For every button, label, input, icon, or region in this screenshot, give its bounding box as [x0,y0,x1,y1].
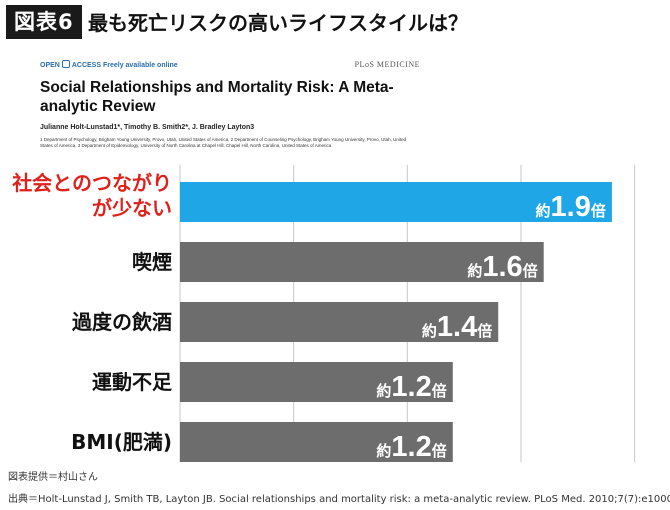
bar [180,362,453,402]
image-credit: 図表提供＝村山さん [8,472,98,483]
source-citation: 出典＝Holt-Lunstad J, Smith TB, Layton JB. … [8,494,670,505]
value-label: 約1.2倍 [376,371,446,403]
category-label: BMI(肥満) [71,430,172,454]
journal-name: PLoS MEDICINE [354,60,420,69]
value-label: 約1.6倍 [467,251,537,283]
category-label-line: が少ない [92,196,172,220]
paper-authors: Julianne Holt-Lunstad1*, Timothy B. Smit… [40,124,255,131]
open-access-text: ACCESS Freely available online [71,62,178,69]
open-access-lock-icon [61,60,70,68]
figure-title: 最も死亡リスクの高いライフスタイルは？ [88,11,468,35]
value-label: 約1.9倍 [536,191,606,223]
bar [180,242,544,282]
bar [180,182,612,222]
category-label: 喫煙 [132,250,172,274]
category-label: 運動不足 [92,370,173,394]
paper-title: Social Relationships and Mortality Risk:… [40,79,394,115]
open-access-prefix: OPEN [40,62,60,69]
category-label: 社会とのつながりが少ない [11,171,172,220]
bar [180,422,453,462]
value-label: 約1.4倍 [422,311,492,343]
paper-affiliations: 1 Department of Psychology, Brigham Youn… [40,137,407,148]
open-access-line: OPEN ACCESS Freely available online [40,60,178,69]
category-label-line: 社会とのつながり [11,171,172,195]
figure-number-badge: 図表6 [6,5,82,39]
bar [180,302,499,342]
value-label: 約1.2倍 [376,431,446,463]
category-label: 過度の飲酒 [72,310,172,334]
